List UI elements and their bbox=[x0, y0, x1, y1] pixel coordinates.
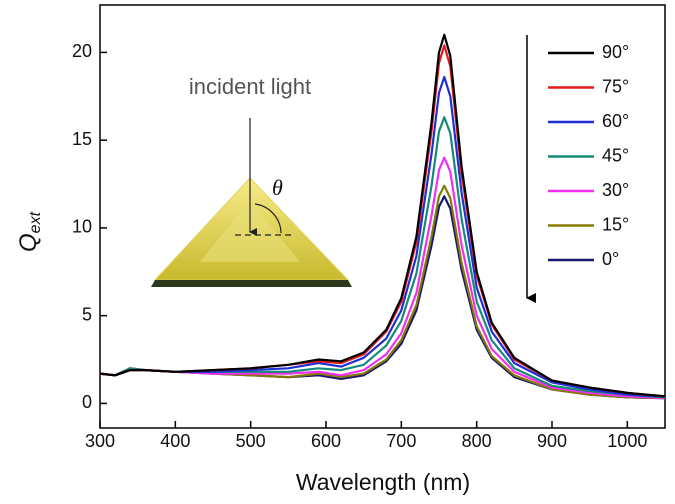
legend-label: 75° bbox=[602, 76, 629, 96]
series-line bbox=[99, 33, 666, 398]
y-tick-label: 5 bbox=[82, 304, 92, 324]
x-tick-label: 400 bbox=[160, 431, 190, 451]
x-tick-label: 1000 bbox=[607, 431, 647, 451]
y-axis-label-sub: ext bbox=[27, 211, 44, 233]
legend-label: 90° bbox=[602, 42, 629, 62]
illustration bbox=[151, 118, 352, 287]
plot-frame bbox=[99, 4, 666, 429]
series-line bbox=[99, 184, 666, 400]
legend-label: 15° bbox=[602, 214, 629, 234]
x-tick-label: 900 bbox=[537, 431, 567, 451]
y-tick-label: 10 bbox=[72, 217, 92, 237]
y-axis-label-main: Q bbox=[15, 233, 42, 252]
legend-label: 0° bbox=[602, 249, 619, 269]
y-tick-label: 0 bbox=[82, 392, 92, 412]
x-tick-label: 600 bbox=[311, 431, 341, 451]
legend-label: 45° bbox=[602, 145, 629, 165]
x-tick-label: 700 bbox=[386, 431, 416, 451]
legend-label: 30° bbox=[602, 180, 629, 200]
y-axis-label: Qext bbox=[15, 211, 44, 252]
legend-label: 60° bbox=[602, 111, 629, 131]
annotation: incident light bbox=[189, 74, 311, 99]
y-tick-label: 15 bbox=[72, 129, 92, 149]
x-axis-label: Wavelength (nm) bbox=[296, 469, 470, 495]
x-tick-label: 800 bbox=[462, 431, 492, 451]
x-tick-label: 500 bbox=[236, 431, 266, 451]
y-tick-label: 20 bbox=[72, 41, 92, 61]
annotation: θ bbox=[272, 175, 283, 200]
series-line bbox=[99, 44, 666, 398]
x-tick-label: 300 bbox=[85, 431, 115, 451]
